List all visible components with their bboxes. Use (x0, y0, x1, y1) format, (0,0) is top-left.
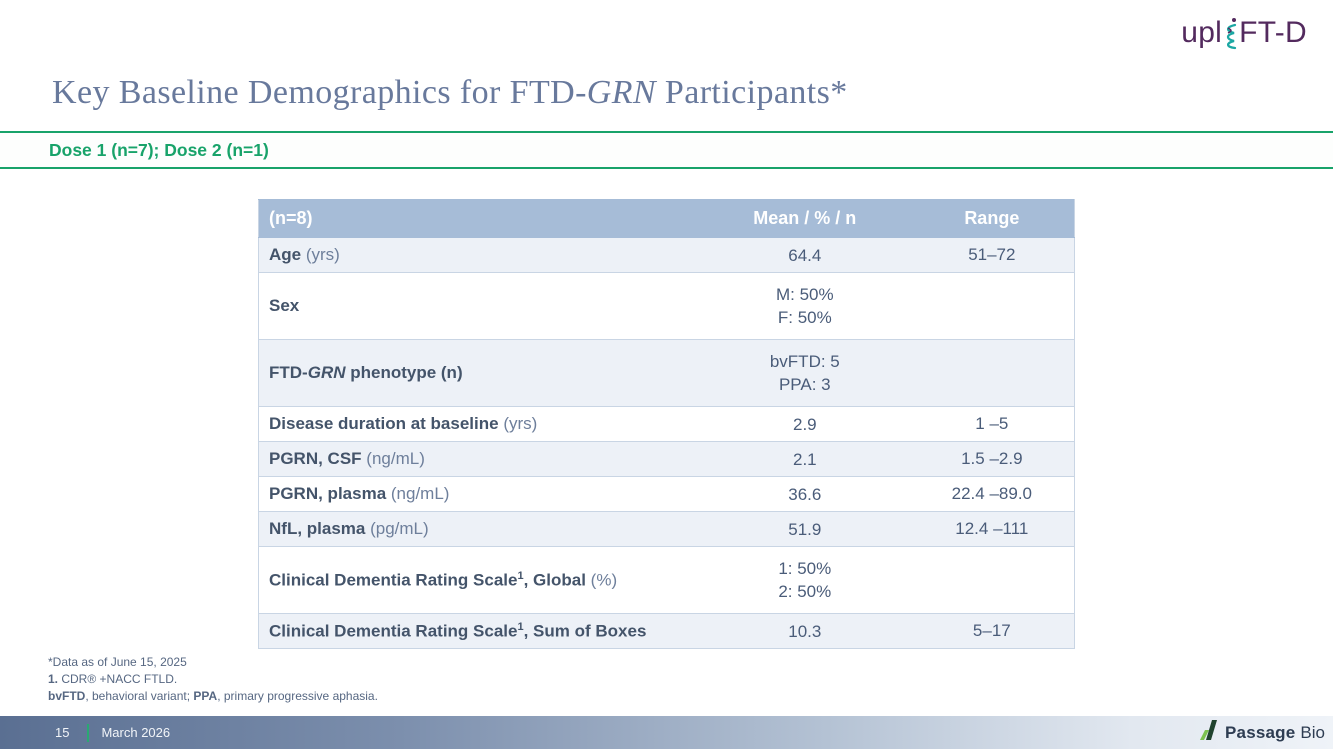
footnotes: *Data as of June 15, 2025 1. CDR® +NACC … (48, 654, 378, 705)
uplift-logo-text-post: FT-D (1239, 16, 1307, 49)
row-range: 1 –5 (909, 406, 1075, 442)
footnote-abbreviations: bvFTD, behavioral variant; PPA, primary … (48, 689, 378, 703)
table-row-disease-duration: Disease duration at baseline (yrs) 2.9 1… (257, 406, 1075, 442)
table-row-pgrn-csf: PGRN, CSF (ng/mL) 2.1 1.5 –2.9 (257, 441, 1075, 477)
row-label: FTD- (269, 363, 308, 382)
table-row-cdr-sum-of-boxes: Clinical Dementia Rating Scale1, Sum of … (257, 613, 1075, 649)
header-n8: (n=8) (257, 199, 700, 238)
row-range: 1.5 –2.9 (909, 441, 1075, 477)
table-row-nfl-plasma: NfL, plasma (pg/mL) 51.9 12.4 –111 (257, 511, 1075, 547)
row-label: Clinical Dementia Rating Scale (269, 570, 518, 590)
row-label-gene: GRN (307, 363, 346, 382)
footnote-cdr: 1. CDR® +NACC FTLD. (48, 672, 178, 686)
row-mean: 10.3 (788, 621, 822, 641)
dna-helix-icon (1222, 16, 1239, 50)
title-pre: Key Baseline Demographics for FTD- (52, 74, 587, 111)
row-label: PGRN, plasma (269, 484, 387, 503)
row-unit: (ng/mL) (386, 484, 450, 503)
row-range (909, 546, 1075, 614)
row-footnote-sup: 1 (517, 569, 524, 582)
passage-bio-logo: Passage Bio (1199, 719, 1325, 746)
row-unit: (pg/mL) (365, 519, 429, 538)
header-mean: Mean / % / n (699, 199, 910, 238)
footer-bar: 15 March 2026 Passage Bio (0, 716, 1333, 749)
table-row-sex: Sex M: 50% F: 50% (257, 272, 1075, 340)
passage-bio-wordmark-light: Bio (1300, 722, 1325, 742)
title-gene-italic: GRN (586, 74, 656, 111)
row-mean: 2.9 (792, 414, 817, 434)
uplift-logo-text-pre: upl (1181, 16, 1223, 49)
page-title: Key Baseline Demographics for FTD-GRN Pa… (52, 74, 848, 112)
row-range (909, 272, 1075, 340)
table-row-age: Age (yrs) 64.4 51–72 (257, 237, 1075, 273)
table-row-pgrn-plasma: PGRN, plasma (ng/mL) 36.6 22.4 –89.0 (257, 476, 1075, 512)
row-mean-line1: M: 50% (775, 285, 834, 304)
row-label: Disease duration at baseline (269, 414, 499, 433)
row-range: 12.4 –111 (909, 511, 1075, 547)
row-unit: (%) (585, 570, 618, 590)
slide-page-number: 15 (55, 725, 70, 740)
footnote-data-as-of: *Data as of June 15, 2025 (48, 655, 187, 669)
row-range: 22.4 –89.0 (909, 476, 1075, 512)
row-unit: (yrs) (498, 414, 538, 433)
row-label-rest: phenotype (n) (345, 363, 463, 382)
table-row-cdr-global: Clinical Dementia Rating Scale1, Global … (257, 546, 1075, 614)
row-label: Clinical Dementia Rating Scale (269, 621, 518, 641)
row-label-rest: , Sum of Boxes (523, 621, 647, 641)
row-label: Sex (269, 296, 300, 315)
dose-subtitle: Dose 1 (n=7); Dose 2 (n=1) (49, 139, 269, 160)
row-label: Age (269, 245, 302, 264)
dose-subtitle-band: Dose 1 (n=7); Dose 2 (n=1) (0, 131, 1333, 169)
table-header-row: (n=8) Mean / % / n Range (257, 199, 1075, 238)
row-unit: (yrs) (301, 245, 340, 264)
row-mean: 2.1 (792, 449, 817, 469)
row-label-rest: , Global (523, 570, 586, 590)
slide-date: March 2026 (101, 725, 171, 740)
row-footnote-sup: 1 (517, 620, 524, 633)
row-mean: 51.9 (788, 519, 822, 539)
row-mean-line1: 1: 50% (778, 559, 832, 578)
row-unit: (ng/mL) (361, 449, 425, 468)
row-mean-line2: 2: 50% (778, 582, 832, 601)
row-range: 5–17 (909, 613, 1075, 649)
title-post: Participants* (656, 74, 848, 111)
row-range: 51–72 (909, 237, 1075, 273)
row-mean-line2: F: 50% (777, 308, 832, 327)
passage-bio-wordmark-bold: Passage (1225, 722, 1296, 742)
row-range (909, 339, 1075, 407)
row-mean: 64.4 (788, 245, 822, 265)
row-label: NfL, plasma (269, 519, 366, 538)
header-range: Range (909, 199, 1075, 238)
row-label: PGRN, CSF (269, 449, 362, 468)
row-mean-line1: bvFTD: 5 (769, 352, 840, 371)
row-mean-line2: PPA: 3 (778, 375, 831, 394)
passage-bio-mark-icon (1199, 719, 1221, 746)
demographics-table: (n=8) Mean / % / n Range Age (yrs) 64.4 … (257, 199, 1075, 649)
table-row-phenotype: FTD-GRN phenotype (n) bvFTD: 5 PPA: 3 (257, 339, 1075, 407)
row-mean: 36.6 (788, 484, 822, 504)
footer-separator (87, 723, 90, 742)
uplift-d-logo: upl FT-D (1181, 16, 1307, 50)
